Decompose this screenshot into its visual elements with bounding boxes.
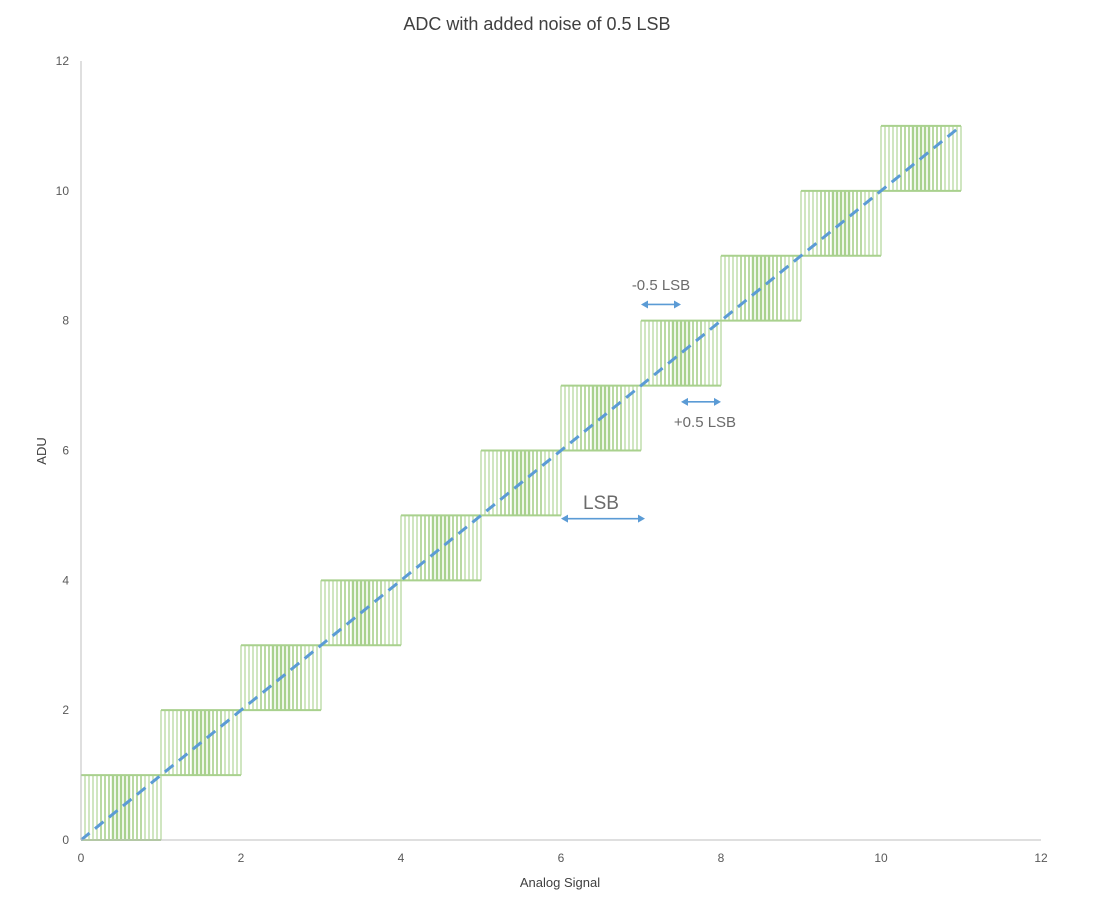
step-3 [320,579,402,647]
x-tick-label: 6 [558,851,565,865]
arrow-head-left [681,397,688,406]
step-0 [80,774,162,841]
annotation-lsb: LSB [583,493,619,514]
annotations: -0.5 LSB +0.5 LSB LSB [561,277,736,523]
y-tick-label: 0 [62,833,69,847]
step-6 [560,384,642,452]
annotation-arrow-1 [681,397,721,406]
step-10 [880,124,962,192]
x-tick-label: 2 [238,851,245,865]
annotation-minus-half-lsb: -0.5 LSB [632,277,690,294]
y-tick-label: 2 [62,703,69,717]
arrow-head-left [641,300,648,309]
arrow-head-right [674,300,681,309]
step-7 [640,319,722,387]
ideal-transfer-line [80,124,962,842]
step-4 [400,514,482,582]
y-tick-label: 10 [56,184,70,198]
annotation-plus-half-lsb: +0.5 LSB [674,414,736,431]
y-tick-label: 6 [62,444,69,458]
step-5 [480,449,562,517]
x-tick-label: 4 [398,851,405,865]
step-8 [720,254,802,322]
step-2 [240,644,322,712]
y-tick-label: 4 [62,573,69,587]
x-tick-label: 0 [78,851,85,865]
x-tick-label: 10 [874,851,888,865]
y-axis-title: ADU [34,437,49,464]
y-tick-label: 12 [56,54,70,68]
arrow-head-left [561,514,568,523]
annotation-arrow-0 [641,300,681,309]
x-tick-labels: 0 2 4 6 8 10 12 [78,851,1048,865]
x-tick-label: 12 [1034,851,1048,865]
chart-title: ADC with added noise of 0.5 LSB [403,14,670,34]
x-tick-label: 8 [718,851,725,865]
annotation-arrow-2 [561,514,645,523]
y-tick-label: 8 [62,314,69,328]
staircase-series [80,124,962,841]
arrow-head-right [638,514,645,523]
x-axis-title: Analog Signal [520,875,600,890]
step-9 [800,189,882,257]
step-1 [160,709,242,777]
ideal-line-series [80,124,962,842]
arrow-head-right [714,397,721,406]
y-tick-labels: 0 2 4 6 8 10 12 [56,54,70,847]
